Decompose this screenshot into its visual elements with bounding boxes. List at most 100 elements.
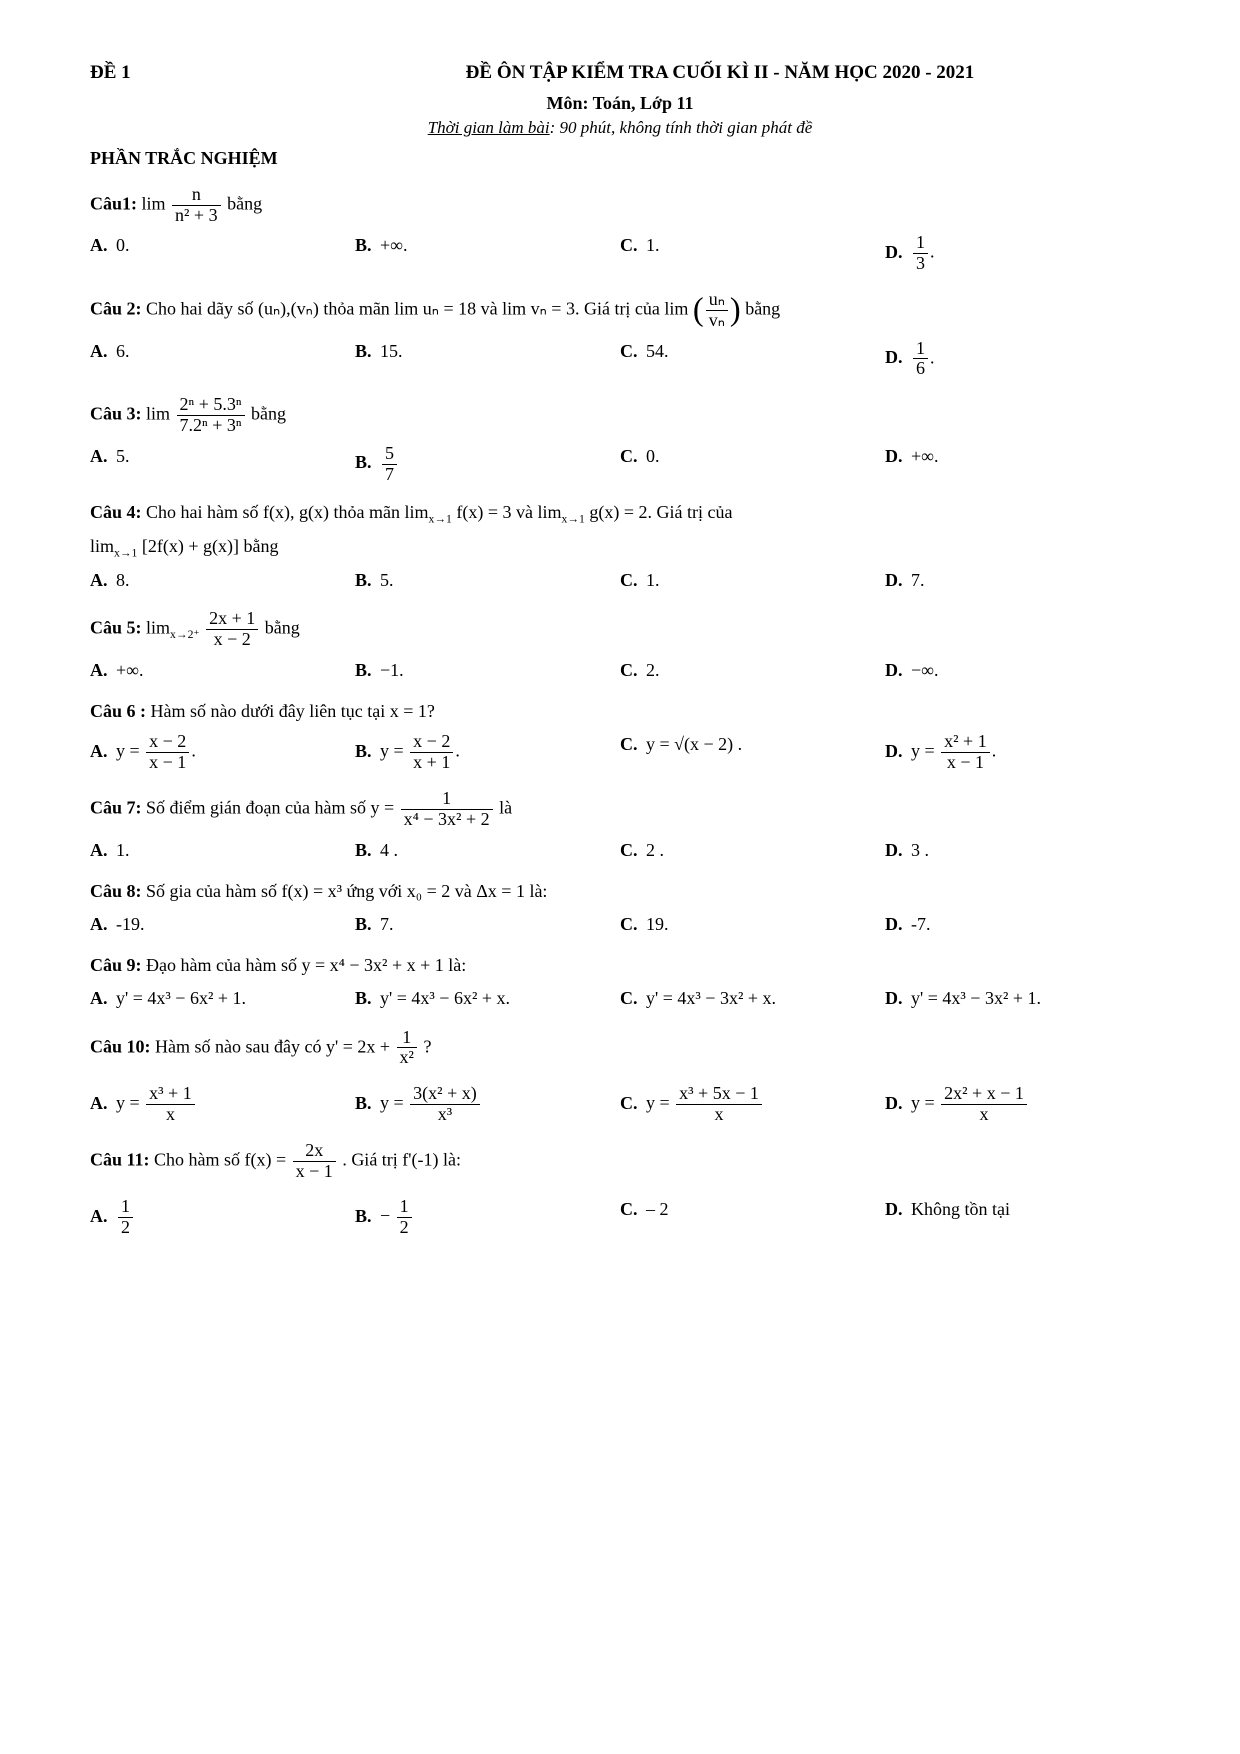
- q9-opt-a: A. y' = 4x³ − 6x² + 1.: [90, 984, 355, 1013]
- q1-label: Câu1:: [90, 193, 137, 213]
- duration-value: : 90 phút,: [550, 118, 620, 137]
- q7-fraction: 1x⁴ − 3x² + 2: [401, 789, 493, 830]
- q2-opt-c: C. 54.: [620, 337, 885, 382]
- title-block: ĐỀ ÔN TẬP KIỂM TRA CUỐI KÌ II - NĂM HỌC …: [290, 60, 1150, 87]
- question-9: Câu 9: Đạo hàm của hàm số y = x⁴ − 3x² +…: [90, 953, 1150, 978]
- q10-opt-a: A. y = x³ + 1x: [90, 1082, 355, 1127]
- question-2: Câu 2: Cho hai dãy số (uₙ),(vₙ) thỏa mãn…: [90, 290, 1150, 331]
- q6-opt-d: D. y = x² + 1x − 1.: [885, 730, 1150, 775]
- q11-opt-d: D. Không tồn tại: [885, 1195, 1150, 1240]
- q6-opt-a: A. y = x − 2x − 1.: [90, 730, 355, 775]
- q1-fraction: nn² + 3: [172, 185, 221, 226]
- question-4-line2: limx→1 [2f(x) + g(x)] bằng: [90, 534, 1150, 562]
- q5-options: A. +∞. B. −1. C. 2. D. −∞.: [90, 656, 1150, 685]
- q2-fraction: uₙvₙ: [706, 290, 728, 331]
- q6-options: A. y = x − 2x − 1. B. y = x − 2x + 1. C.…: [90, 730, 1150, 775]
- rparen-icon: ): [730, 292, 741, 328]
- duration-line: Thời gian làm bài: 90 phút, không tính t…: [90, 116, 1150, 140]
- q8-opt-a: A. -19.: [90, 910, 355, 939]
- q5-opt-a: A. +∞.: [90, 656, 355, 685]
- q1-text-before: lim: [137, 193, 166, 213]
- q4-opt-a: A. 8.: [90, 566, 355, 595]
- q3-opt-a: A. 5.: [90, 442, 355, 487]
- q2-opt-b: B. 15.: [355, 337, 620, 382]
- q11-opt-b: B. − 12: [355, 1195, 620, 1240]
- q9-opt-c: C. y' = 4x³ − 3x² + x.: [620, 984, 885, 1013]
- q3-options: A. 5. B. 57 C. 0. D. +∞.: [90, 442, 1150, 487]
- q7-opt-b: B. 4 .: [355, 836, 620, 865]
- q7-opt-d: D. 3 .: [885, 836, 1150, 865]
- q10-label: Câu 10:: [90, 1036, 151, 1056]
- q7-label: Câu 7:: [90, 797, 142, 817]
- q10-opt-d: D. y = 2x² + x − 1x: [885, 1082, 1150, 1127]
- q5-label: Câu 5:: [90, 618, 142, 638]
- q5-opt-c: C. 2.: [620, 656, 885, 685]
- q7-opt-c: C. 2 .: [620, 836, 885, 865]
- q3-opt-b: B. 57: [355, 442, 620, 487]
- q11-fraction: 2xx − 1: [293, 1141, 336, 1182]
- q2-text-after: bằng: [745, 298, 780, 318]
- q5-opt-b: B. −1.: [355, 656, 620, 685]
- q7-opt-a: A. 1.: [90, 836, 355, 865]
- q5-opt-d: D. −∞.: [885, 656, 1150, 685]
- subject-line: Môn: Toán, Lớp 11: [90, 91, 1150, 116]
- q2-opt-a: A. 6.: [90, 337, 355, 382]
- lparen-icon: (: [693, 292, 704, 328]
- q3-label: Câu 3:: [90, 404, 142, 424]
- question-1: Câu1: lim nn² + 3 bằng: [90, 185, 1150, 226]
- q3-text-after: bằng: [251, 404, 286, 424]
- q8-opt-c: C. 19.: [620, 910, 885, 939]
- q1-opt-a: A. 0.: [90, 231, 355, 276]
- q2-opt-d: D. 16.: [885, 337, 1150, 382]
- exam-number: ĐỀ 1: [90, 60, 290, 87]
- q10-opt-c: C. y = x³ + 5x − 1x: [620, 1082, 885, 1127]
- q3-opt-c: C. 0.: [620, 442, 885, 487]
- q2-text: Cho hai dãy số (uₙ),(vₙ) thỏa mãn lim uₙ…: [142, 298, 689, 318]
- question-4: Câu 4: Cho hai hàm số f(x), g(x) thỏa mã…: [90, 500, 1150, 528]
- q10-fraction: 1x²: [397, 1028, 417, 1069]
- q8-options: A. -19. B. 7. C. 19. D. -7.: [90, 910, 1150, 939]
- q5-fraction: 2x + 1x − 2: [206, 609, 258, 650]
- q1-text-after: bằng: [227, 193, 262, 213]
- q10-opt-b: B. y = 3(x² + x)x³: [355, 1082, 620, 1127]
- q7-options: A. 1. B. 4 . C. 2 . D. 3 .: [90, 836, 1150, 865]
- question-10: Câu 10: Hàm số nào sau đây có y' = 2x + …: [90, 1028, 1150, 1069]
- q8-opt-d: D. -7.: [885, 910, 1150, 939]
- q4-opt-c: C. 1.: [620, 566, 885, 595]
- q6-label: Câu 6 :: [90, 701, 146, 721]
- q11-opt-a: A. 12: [90, 1195, 355, 1240]
- q4-label: Câu 4:: [90, 502, 142, 522]
- question-6: Câu 6 : Hàm số nào dưới đây liên tục tại…: [90, 699, 1150, 724]
- q11-label: Câu 11:: [90, 1149, 150, 1169]
- duration-prefix: Thời gian làm bài: [428, 118, 550, 137]
- q6-opt-c: C. y = √(x − 2) .: [620, 730, 885, 775]
- q4-opt-b: B. 5.: [355, 566, 620, 595]
- q2-label: Câu 2:: [90, 298, 142, 318]
- q6-opt-b: B. y = x − 2x + 1.: [355, 730, 620, 775]
- duration-suffix: không tính thời gian phát đề: [620, 118, 813, 137]
- section-title: PHẦN TRẮC NGHIỆM: [90, 146, 1150, 171]
- q1-opt-c: C. 1.: [620, 231, 885, 276]
- q9-opt-b: B. y' = 4x³ − 6x² + x.: [355, 984, 620, 1013]
- question-5: Câu 5: limx→2⁺ 2x + 1x − 2 bằng: [90, 609, 1150, 650]
- q8-label: Câu 8:: [90, 881, 142, 901]
- q3-opt-d: D. +∞.: [885, 442, 1150, 487]
- q9-opt-d: D. y' = 4x³ − 3x² + 1.: [885, 984, 1150, 1013]
- header: ĐỀ 1 ĐỀ ÔN TẬP KIỂM TRA CUỐI KÌ II - NĂM…: [90, 60, 1150, 87]
- q9-options: A. y' = 4x³ − 6x² + 1. B. y' = 4x³ − 6x²…: [90, 984, 1150, 1013]
- q1-options: A. 0. B. +∞. C. 1. D. 13.: [90, 231, 1150, 276]
- q8-opt-b: B. 7.: [355, 910, 620, 939]
- q9-label: Câu 9:: [90, 955, 142, 975]
- q11-opt-c: C. – 2: [620, 1195, 885, 1240]
- question-7: Câu 7: Số điểm gián đoạn của hàm số y = …: [90, 789, 1150, 830]
- q4-options: A. 8. B. 5. C. 1. D. 7.: [90, 566, 1150, 595]
- question-3: Câu 3: lim 2ⁿ + 5.3ⁿ7.2ⁿ + 3ⁿ bằng: [90, 395, 1150, 436]
- question-8: Câu 8: Số gia của hàm số f(x) = x³ ứng v…: [90, 879, 1150, 904]
- q10-options: A. y = x³ + 1x B. y = 3(x² + x)x³ C. y =…: [90, 1082, 1150, 1127]
- q2-options: A. 6. B. 15. C. 54. D. 16.: [90, 337, 1150, 382]
- q1-opt-b: B. +∞.: [355, 231, 620, 276]
- question-11: Câu 11: Cho hàm số f(x) = 2xx − 1 . Giá …: [90, 1141, 1150, 1182]
- q4-opt-d: D. 7.: [885, 566, 1150, 595]
- q1-opt-d: D. 13.: [885, 231, 1150, 276]
- q3-text-before: lim: [142, 404, 171, 424]
